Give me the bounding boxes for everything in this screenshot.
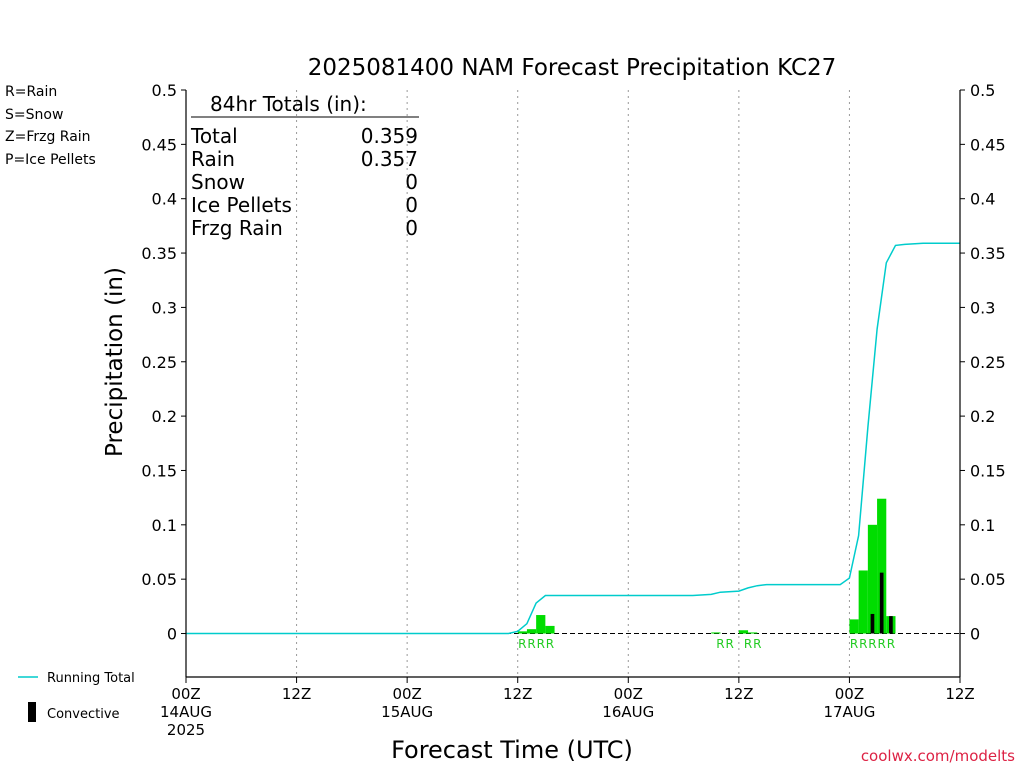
rain-bar (877, 498, 887, 634)
y-axis-title: Precipitation (in) (102, 267, 128, 457)
x-tick-label: 16AUG (602, 703, 654, 721)
y-tick-label-left: 0.1 (152, 516, 177, 535)
y-tick-label-right: 0.5 (970, 81, 995, 100)
x-tick-label: 00Z (171, 685, 200, 703)
y-tick-label-left: 0.3 (152, 298, 177, 317)
ptype-label: R (868, 637, 876, 651)
rain-bar (517, 631, 527, 634)
ptype-key-snow: S=Snow (5, 107, 63, 123)
ptype-label: R (527, 637, 535, 651)
totals-label-rain: Rain (191, 147, 235, 171)
x-tick-label: 00Z (835, 685, 864, 703)
rain-bar (858, 570, 868, 634)
rain-bar (748, 632, 758, 634)
rain-bar (526, 629, 537, 634)
y-tick-label-left: 0.35 (141, 244, 177, 263)
y-tick-label-left: 0.25 (141, 353, 177, 372)
rain-bar (867, 524, 878, 634)
y-tick-label-right: 0.3 (970, 298, 995, 317)
convective-bar (879, 572, 884, 634)
x-tick-label: 12Z (945, 685, 974, 703)
x-tick-label: 00Z (392, 685, 421, 703)
y-tick-label-left: 0.15 (141, 461, 177, 480)
ptype-key-frzg-rain: Z=Frzg Rain (5, 129, 91, 145)
y-tick-label-right: 0.05 (970, 570, 1006, 589)
rain-bar (545, 625, 555, 634)
ptype-label: R (887, 637, 895, 651)
totals-label-ice-pellets: Ice Pellets (191, 193, 292, 217)
legend-convective-label: Convective (47, 707, 120, 722)
ptype-label: R (753, 637, 761, 651)
x-tick-label: 2025 (167, 721, 205, 739)
source-credit: coolwx.com/modelts (861, 747, 1015, 765)
x-tick-label: 12Z (503, 685, 532, 703)
totals-label-snow: Snow (191, 170, 245, 194)
y-tick-label-right: 0.4 (970, 190, 995, 209)
rain-bar (711, 632, 721, 634)
rain-bar (738, 630, 749, 634)
y-tick-label-right: 0.15 (970, 461, 1006, 480)
y-tick-label-right: 0.35 (970, 244, 1006, 263)
x-tick-label: 17AUG (823, 703, 875, 721)
ptype-key: R=Rain S=Snow Z=Frzg Rain P=Ice Pellets (5, 84, 96, 168)
totals-value-rain: 0.357 (361, 147, 418, 171)
y-tick-label-right: 0.2 (970, 407, 995, 426)
legend-convective-swatch (28, 702, 36, 722)
y-tick-label-left: 0.45 (141, 135, 177, 154)
ptype-label: R (850, 637, 858, 651)
rain-bar (849, 619, 859, 634)
y-tick-label-left: 0.05 (141, 570, 177, 589)
y-tick-label-right: 0.1 (970, 516, 995, 535)
ptype-label: R (518, 637, 526, 651)
running-total-line (186, 242, 960, 635)
x-tick-label: 12Z (724, 685, 753, 703)
convective-bar (889, 616, 893, 634)
x-axis-title: Forecast Time (UTC) (391, 736, 633, 764)
chart-title: 2025081400 NAM Forecast Precipitation KC… (308, 55, 837, 81)
ptype-label: R (537, 637, 545, 651)
totals-value-ice-pellets: 0 (405, 193, 418, 217)
y-tick-label-left: 0.4 (152, 190, 177, 209)
ptype-key-rain: R=Rain (5, 84, 57, 100)
totals-value-total: 0.359 (361, 124, 418, 148)
y-tick-label-left: 0.2 (152, 407, 177, 426)
x-tick-label: 12Z (282, 685, 311, 703)
convective-bar (870, 613, 875, 634)
ptype-label: R (716, 637, 724, 651)
ptype-label: R (744, 637, 752, 651)
y-tick-label-left: 0 (167, 625, 177, 644)
y-tick-label-right: 0 (970, 625, 980, 644)
y-tick-label-right: 0.25 (970, 353, 1006, 372)
totals-value-snow: 0 (405, 170, 418, 194)
y-tick-label-left: 0.5 (152, 81, 177, 100)
totals-box: 84hr Totals (in): Total 0.359 Rain 0.357… (190, 92, 419, 240)
legend: Running Total Convective (18, 671, 135, 722)
ptype-label: R (878, 637, 886, 651)
ptype-key-ice-pellets: P=Ice Pellets (5, 152, 96, 168)
totals-label-total: Total (190, 124, 238, 148)
ptype-label: R (859, 637, 867, 651)
y-tick-label-right: 0.45 (970, 135, 1006, 154)
ptype-label: R (725, 637, 733, 651)
rain-bar (536, 615, 546, 634)
ptype-label: R (546, 637, 554, 651)
totals-value-frzg-rain: 0 (405, 216, 418, 240)
legend-running-total-label: Running Total (47, 671, 135, 686)
x-tick-label: 15AUG (381, 703, 433, 721)
totals-heading: 84hr Totals (in): (210, 92, 367, 116)
totals-label-frzg-rain: Frzg Rain (191, 216, 283, 240)
plot-area: R R R R R R R R R R R R R0 00.05 0.050.1 0.10.15 0.150.2… (141, 81, 1005, 739)
x-tick-label: 00Z (614, 685, 643, 703)
x-tick-label: 14AUG (160, 703, 212, 721)
